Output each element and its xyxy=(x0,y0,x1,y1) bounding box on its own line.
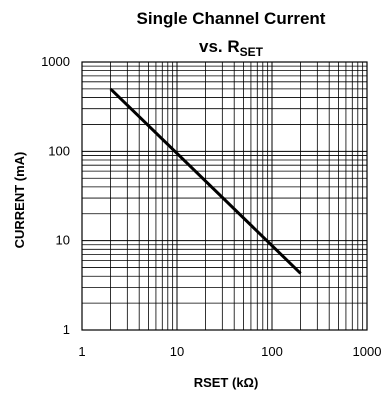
y-tick-label: 10 xyxy=(56,233,70,248)
x-tick-label: 1000 xyxy=(353,344,382,359)
x-tick-label: 1 xyxy=(78,344,85,359)
chart-title-line1: Single Channel Current xyxy=(137,9,326,28)
series-line xyxy=(109,87,302,275)
chart-title-line2: vs. RSET xyxy=(199,37,264,59)
y-tick-label: 1 xyxy=(63,322,70,337)
plot-grid xyxy=(81,61,368,331)
x-tick-label: 10 xyxy=(170,344,184,359)
plot-series xyxy=(109,87,302,275)
y-tick-label: 1000 xyxy=(41,54,70,69)
plot-border xyxy=(81,61,368,331)
tick-labels: 1 10 100 1000 1 10 100 1000 xyxy=(41,54,381,359)
y-axis-label: CURRENT (mA) xyxy=(12,152,27,249)
chart-title-line2-subscript: SET xyxy=(240,45,264,59)
x-axis-label: RSET (kΩ) xyxy=(194,375,259,390)
x-tick-label: 100 xyxy=(261,344,283,359)
y-tick-label: 100 xyxy=(48,143,70,158)
chart-title-line2-prefix: vs. R xyxy=(199,37,240,56)
